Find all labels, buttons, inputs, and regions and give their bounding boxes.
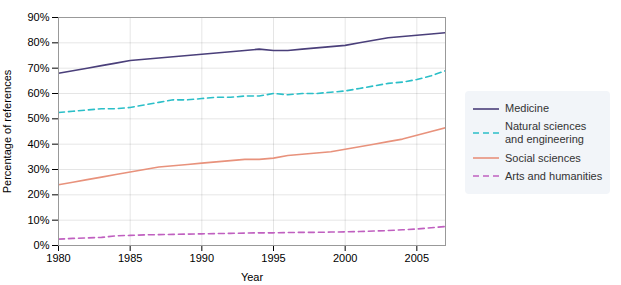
html-text:Natural sciences and engineeri: Natural sciences and engineering bbox=[505, 120, 587, 146]
svg-text:30%: 30% bbox=[27, 163, 49, 175]
svg-text:1990: 1990 bbox=[190, 252, 214, 264]
html-text:Medicine: Medicine bbox=[505, 102, 549, 114]
svg-text:2005: 2005 bbox=[405, 252, 429, 264]
svg-text:1985: 1985 bbox=[118, 252, 142, 264]
svg-text:1980: 1980 bbox=[46, 252, 70, 264]
svg-text:2000: 2000 bbox=[333, 252, 357, 264]
svg-text:0%: 0% bbox=[34, 239, 50, 251]
svg-text:10%: 10% bbox=[27, 213, 49, 225]
svg-text:80%: 80% bbox=[27, 36, 49, 48]
svg-text:70%: 70% bbox=[27, 61, 49, 73]
svg-text:90%: 90% bbox=[27, 11, 49, 23]
html-text:Arts and humanities: Arts and humanities bbox=[505, 169, 603, 182]
svg-text:1995: 1995 bbox=[261, 252, 285, 264]
svg-text:40%: 40% bbox=[27, 137, 49, 149]
svg-text:60%: 60% bbox=[27, 87, 49, 99]
svg-text:50%: 50% bbox=[27, 112, 49, 124]
html-text:Social sciences: Social sciences bbox=[505, 151, 581, 164]
svg-text:Year: Year bbox=[241, 270, 264, 282]
svg-text:Percentage of references: Percentage of references bbox=[1, 69, 13, 193]
svg-text:20%: 20% bbox=[27, 188, 49, 200]
